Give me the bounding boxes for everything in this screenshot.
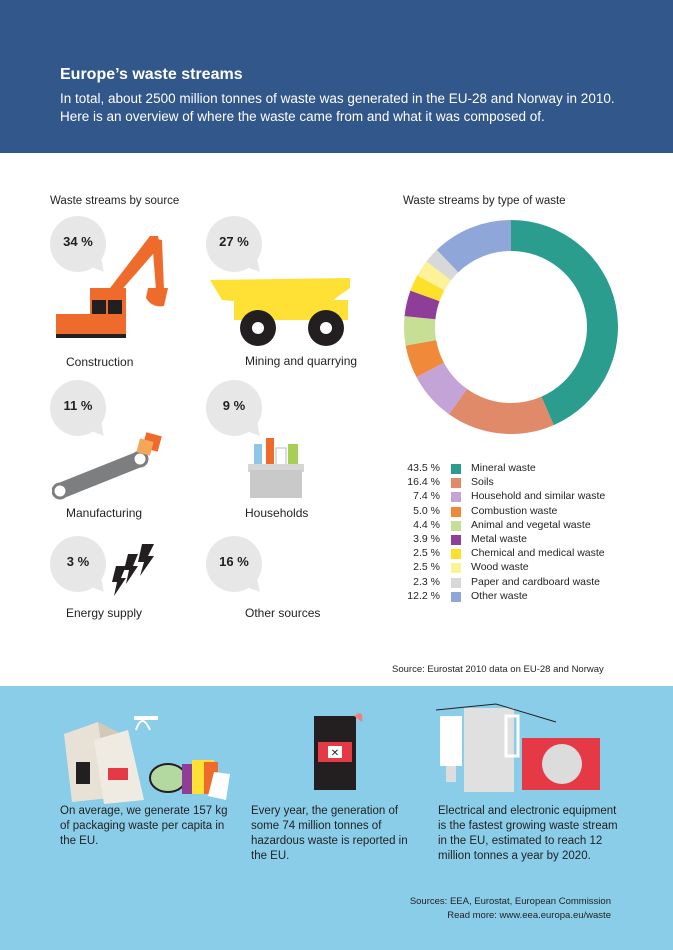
legend-swatch: [451, 520, 461, 531]
donut-chart: [404, 220, 618, 434]
energy-label: Energy supply: [66, 606, 143, 620]
households-label: Households: [245, 506, 309, 520]
legend-swatch: [451, 591, 461, 602]
legend-value: 5.0 %: [413, 504, 440, 517]
other-label: Other sources: [245, 606, 321, 620]
other-pct-bubble: 16 %: [206, 536, 262, 592]
legend-value: 43.5 %: [407, 462, 440, 474]
legend-value: 12.2 %: [407, 589, 440, 602]
legend-value: 7.4 %: [413, 490, 440, 503]
donut-slice-metal-waste: [404, 290, 440, 320]
legend-swatch: [451, 535, 461, 545]
legend-value: 2.3 %: [413, 575, 440, 588]
legend-swatch: [451, 577, 461, 588]
legend-label: Metal waste: [471, 533, 528, 545]
legend-swatch: [451, 464, 461, 474]
energy-pct-bubble: 3 %: [50, 536, 106, 592]
donut-slice-paper-and-cardboard-waste: [426, 249, 459, 281]
construction-pct: 34 %: [63, 234, 93, 249]
legend-value: 3.9 %: [413, 533, 440, 545]
energy-pct: 3 %: [66, 554, 90, 569]
excavator-icon: [56, 236, 168, 338]
donut-slice-wood-waste: [417, 261, 451, 291]
manufacturing-label: Manufacturing: [66, 506, 143, 520]
page-title: Europe’s waste streams: [60, 66, 243, 83]
construction-pct-bubble: 34 %: [50, 216, 106, 272]
svg-text:✕: ✕: [331, 748, 339, 759]
legend-value: 4.4 %: [413, 518, 440, 531]
donut-slice-chemical-and-medical-waste: [410, 275, 445, 302]
legend-label: Other waste: [471, 589, 528, 602]
legend-label: Animal and vegetal waste: [471, 518, 591, 531]
lightning-icon: [112, 544, 154, 596]
chart-title: Waste streams by type of waste: [403, 195, 566, 207]
legend-value: 2.5 %: [413, 561, 440, 574]
legend-label: Combustion waste: [471, 504, 558, 517]
fact-packaging: On average, we generate 157 kg of packag…: [60, 805, 228, 847]
legend-label: Chemical and medical waste: [471, 547, 605, 560]
legend-label: Mineral waste: [471, 462, 536, 474]
mining-pct-bubble: 27 %: [206, 216, 262, 272]
header-banner: Europe’s waste streams In total, about 2…: [0, 0, 673, 153]
packaging-waste-icon: [64, 716, 230, 804]
legend-swatch: [451, 492, 461, 503]
fact-electronics: Electrical and electronic equipment is t…: [438, 805, 618, 862]
legend-label: Household and similar waste: [471, 490, 606, 503]
donut-slice-household-and-similar-waste: [416, 362, 467, 415]
electronic-equipment-icon: [436, 703, 600, 792]
facts-section: On average, we generate 157 kg of packag…: [0, 686, 673, 950]
construction-label: Construction: [66, 355, 134, 369]
page-subtitle: In total, about 2500 million tonnes of w…: [60, 91, 615, 124]
legend-swatch: [451, 506, 461, 517]
legend-label: Soils: [471, 476, 494, 489]
waste-bin-bottles-icon: [248, 438, 304, 498]
legend-value: 16.4 %: [407, 476, 440, 489]
legend-value: 2.5 %: [413, 547, 440, 560]
households-pct: 9 %: [222, 398, 246, 413]
manufacturing-pct-bubble: 11 %: [50, 380, 106, 436]
donut-slice-combustion-waste: [405, 340, 444, 378]
donut-slice-soils: [448, 388, 554, 434]
legend-label: Wood waste: [471, 561, 529, 574]
donut-slice-mineral-waste: [511, 220, 618, 426]
legend-label: Paper and cardboard waste: [471, 575, 600, 588]
legend-swatch: [451, 549, 461, 560]
donut-slice-animal-and-vegetal-waste: [404, 316, 437, 346]
other-pct: 16 %: [219, 554, 249, 569]
legend-swatch: [451, 563, 461, 574]
households-pct-bubble: 9 %: [206, 380, 262, 436]
legend-swatch: [451, 478, 461, 489]
fact-hazardous: Every year, the generation of some 74 mi…: [251, 805, 408, 862]
mining-label: Mining and quarrying: [245, 354, 358, 368]
donut-slice-other-waste: [436, 220, 511, 273]
manufacturing-pct: 11 %: [63, 398, 93, 413]
footer-sources: Sources: EEA, Eurostat, European Commiss…: [409, 896, 611, 907]
dump-truck-icon: [210, 278, 350, 346]
footer-read-more[interactable]: Read more: www.eea.europa.eu/waste: [447, 910, 611, 921]
source-note: Source: Eurostat 2010 data on EU-28 and …: [392, 664, 604, 675]
hazardous-barrel-icon: ✕: [314, 713, 363, 790]
conveyor-belt-icon: [52, 432, 162, 500]
mining-pct: 27 %: [219, 234, 249, 249]
source-section-title: Waste streams by source: [50, 195, 180, 207]
